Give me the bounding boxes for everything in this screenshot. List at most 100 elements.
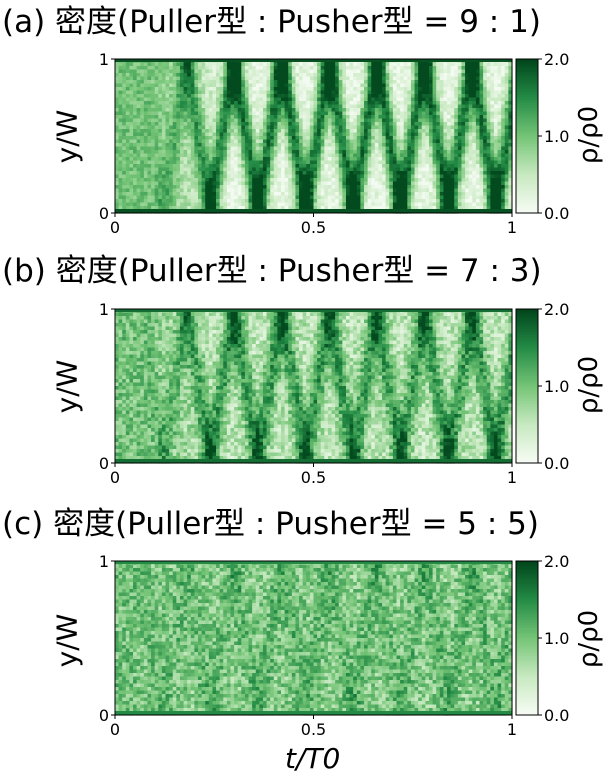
heatmap-cell — [486, 104, 491, 109]
heatmap-cell — [288, 153, 293, 158]
heatmap-cell — [410, 202, 416, 207]
heatmap-cell — [151, 129, 156, 134]
heatmap-cell — [219, 129, 224, 134]
heatmap-cell — [421, 206, 426, 211]
heatmap-cell — [223, 181, 228, 186]
heatmap-cell — [234, 164, 239, 169]
heatmap-cell — [443, 94, 448, 99]
heatmap-cell — [483, 157, 488, 162]
heatmap-cell — [324, 118, 329, 123]
heatmap-cell — [208, 118, 214, 123]
heatmap-cell — [165, 139, 170, 144]
heatmap-cell — [237, 132, 242, 137]
heatmap-cell — [385, 118, 390, 123]
heatmap-cell — [122, 125, 127, 130]
heatmap-cell — [284, 94, 289, 99]
heatmap-cell — [252, 206, 257, 211]
heatmap-cell — [259, 192, 264, 197]
heatmap-cell — [317, 136, 322, 141]
heatmap-cell — [389, 80, 394, 85]
heatmap-cell — [147, 139, 152, 144]
heatmap-cell — [479, 139, 484, 144]
heatmap-cell — [151, 188, 156, 193]
heatmap-cell — [468, 118, 473, 123]
heatmap-cell — [378, 174, 383, 179]
heatmap-cell — [360, 62, 365, 67]
heatmap-cell — [465, 171, 470, 176]
heatmap-cell — [241, 108, 246, 113]
heatmap-cell — [385, 188, 390, 193]
heatmap-cell — [367, 83, 372, 88]
heatmap-cell — [428, 192, 434, 197]
heatmap-cell — [504, 69, 509, 74]
heatmap-cell — [493, 199, 499, 204]
heatmap-cell — [118, 87, 123, 92]
heatmap-cell — [248, 157, 253, 162]
heatmap-cell — [201, 171, 206, 176]
heatmap-cell — [125, 94, 131, 99]
heatmap-cell — [493, 94, 499, 99]
heatmap-cell — [212, 101, 217, 106]
heatmap-cell — [349, 181, 354, 186]
heatmap-cell — [219, 66, 224, 71]
heatmap-cell — [212, 104, 217, 109]
heatmap-cell — [327, 171, 333, 176]
heatmap-cell — [349, 206, 354, 211]
heatmap-cell — [143, 185, 149, 190]
heatmap-cell — [194, 167, 199, 172]
heatmap-cell — [151, 90, 156, 95]
heatmap-cell — [374, 143, 380, 148]
heatmap-cell — [479, 178, 484, 183]
heatmap-cell — [259, 69, 264, 74]
heatmap-cell — [255, 115, 260, 120]
heatmap-cell — [136, 129, 141, 134]
heatmap-cell — [475, 69, 481, 74]
heatmap-cell — [216, 80, 221, 85]
heatmap-cell — [223, 118, 228, 123]
heatmap-cell — [216, 104, 221, 109]
heatmap-cell — [483, 136, 488, 141]
heatmap-cell — [259, 202, 264, 207]
heatmap-cell — [262, 146, 268, 151]
heatmap-cell — [118, 199, 123, 204]
heatmap-cell — [396, 118, 401, 123]
heatmap-cell — [129, 174, 134, 179]
heatmap-cell — [428, 146, 434, 151]
heatmap-cell — [313, 87, 318, 92]
heatmap-cell — [151, 66, 156, 71]
heatmap-cell — [465, 164, 470, 169]
heatmap-cell — [450, 115, 455, 120]
heatmap-cell — [302, 129, 307, 134]
heatmap-cell — [396, 195, 401, 200]
heatmap-cell — [356, 69, 362, 74]
heatmap-cell — [428, 104, 434, 109]
heatmap-cell — [291, 139, 297, 144]
heatmap-cell — [461, 192, 466, 197]
heatmap-cell — [443, 146, 448, 151]
heatmap-cell — [385, 111, 390, 116]
heatmap-cell — [115, 386, 120, 391]
heatmap-cell — [212, 139, 217, 144]
heatmap-cell — [486, 195, 491, 200]
heatmap-cell — [187, 125, 192, 130]
heatmap-cell — [248, 90, 253, 95]
heatmap-cell — [143, 150, 149, 155]
heatmap-cell — [172, 111, 177, 116]
heatmap-cell — [187, 62, 192, 67]
heatmap-cell — [356, 153, 362, 158]
heatmap-cell — [205, 150, 210, 155]
heatmap-cell — [115, 361, 120, 366]
heatmap-cell — [367, 97, 372, 102]
heatmap-cell — [504, 139, 509, 144]
heatmap-cell — [248, 199, 253, 204]
heatmap-cell — [493, 192, 499, 197]
heatmap-cell — [248, 73, 253, 78]
heatmap-cell — [248, 80, 253, 85]
heatmap-cell — [371, 97, 376, 102]
heatmap-cell — [454, 150, 459, 155]
heatmap-cell — [284, 62, 289, 67]
heatmap-cell — [486, 73, 491, 78]
heatmap-cell — [490, 115, 495, 120]
heatmap-cell — [154, 111, 159, 116]
heatmap-cell — [345, 195, 351, 200]
